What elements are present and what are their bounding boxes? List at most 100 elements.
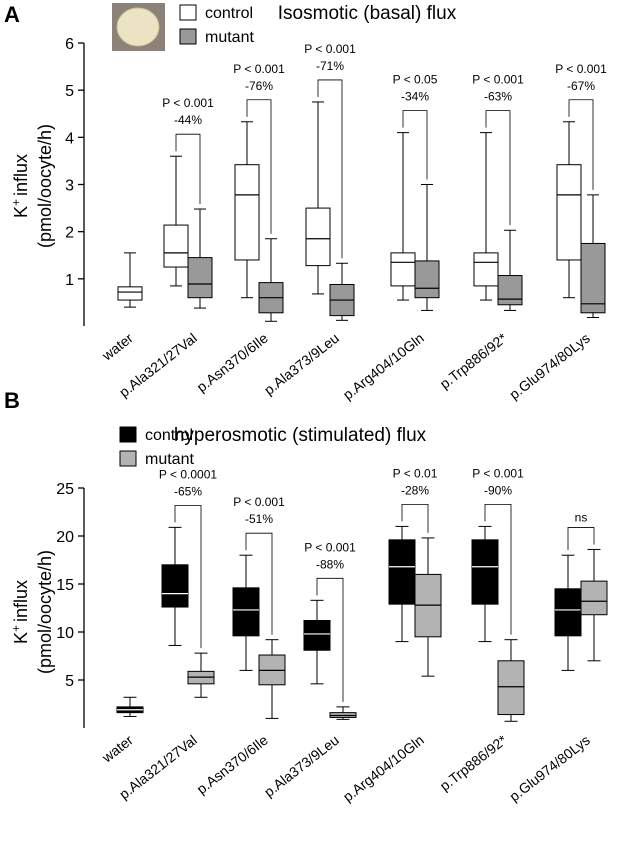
y-tick-label: 3 — [65, 178, 74, 195]
significance-bracket — [484, 504, 512, 635]
box-group — [390, 132, 416, 301]
x-tick-label: p.Trp886/92* — [437, 329, 511, 391]
box-group — [497, 229, 523, 311]
box-group — [556, 121, 582, 299]
box-group — [187, 208, 213, 309]
box-group — [414, 537, 442, 677]
significance-bracket — [246, 99, 272, 234]
box-group — [305, 101, 331, 295]
significance-bracket — [485, 110, 511, 226]
box — [556, 164, 582, 261]
percent-change: -51% — [245, 512, 273, 526]
y-tick-label: 20 — [56, 529, 74, 546]
significance-bracket — [174, 504, 202, 649]
box — [234, 164, 260, 261]
significance-bracket — [245, 532, 273, 635]
p-value: P < 0.001 — [472, 466, 524, 480]
x-tick-label: p.Asn370/6Ile — [194, 732, 271, 797]
p-value: P < 0.001 — [233, 62, 285, 76]
box — [497, 660, 525, 716]
box — [117, 286, 143, 301]
box — [305, 207, 331, 267]
p-value: ns — [575, 510, 588, 524]
y-label-sup: + — [9, 199, 23, 206]
percent-change: -34% — [401, 90, 429, 104]
significance-bracket — [316, 577, 344, 702]
x-tick-label: p.Ala373/9Leu — [261, 330, 342, 398]
legend-swatch — [119, 450, 137, 467]
box-group — [117, 252, 143, 308]
x-tick-label: p.Asn370/6Ile — [194, 330, 271, 395]
legend-swatch — [179, 28, 197, 45]
significance-bracket — [567, 527, 595, 551]
y-label-rest: influx — [11, 580, 31, 622]
percent-change: -67% — [567, 79, 595, 93]
legend-label: control — [205, 5, 253, 22]
y-axis-label: K+ influx — [9, 154, 31, 218]
p-value: P < 0.001 — [472, 73, 524, 87]
x-tick-label: water — [98, 732, 136, 767]
box — [232, 587, 260, 637]
box-group — [497, 639, 525, 722]
box-group — [232, 554, 260, 671]
percent-change: -71% — [316, 59, 344, 73]
y-tick-label: 25 — [56, 481, 74, 498]
box-group — [473, 132, 499, 301]
percent-change: -88% — [316, 557, 344, 571]
box-group — [471, 525, 499, 643]
chart-title: hyperosmotic (stimulated) flux — [174, 425, 427, 446]
box — [187, 257, 213, 299]
y-tick-label: 5 — [65, 83, 74, 100]
p-value: P < 0.001 — [233, 495, 285, 509]
box — [473, 252, 499, 287]
percent-change: -76% — [245, 79, 273, 93]
significance-bracket — [317, 79, 343, 259]
percent-change: -44% — [174, 113, 202, 127]
p-value: P < 0.001 — [304, 42, 356, 56]
box — [303, 619, 331, 651]
legend-label: mutant — [205, 29, 254, 46]
box — [554, 588, 582, 637]
percent-change: -28% — [401, 483, 429, 497]
box — [161, 564, 189, 608]
p-value: P < 0.001 — [304, 540, 356, 554]
significance-bracket — [402, 110, 428, 180]
percent-change: -90% — [484, 483, 512, 497]
y-tick-label: 4 — [65, 130, 74, 147]
x-tick-label: p.Glu974/80Lys — [506, 732, 593, 805]
box-group — [329, 706, 357, 720]
p-value: P < 0.001 — [555, 62, 607, 76]
p-value: P < 0.01 — [393, 466, 438, 480]
legend-swatch — [119, 426, 137, 443]
box-group — [234, 121, 260, 299]
panel-letter: B — [4, 388, 20, 413]
x-tick-label: water — [98, 330, 136, 365]
y-tick-label: 10 — [56, 625, 74, 642]
p-value: P < 0.05 — [393, 73, 438, 87]
y-tick-label: 15 — [56, 577, 74, 594]
significance-bracket — [568, 99, 594, 190]
y-tick-label: 6 — [65, 36, 74, 53]
box-group — [388, 525, 416, 643]
p-value: P < 0.001 — [162, 96, 214, 110]
y-label-main: K — [11, 206, 31, 218]
y-label-rest: influx — [11, 154, 31, 196]
box-group — [329, 262, 355, 321]
significance-bracket — [401, 504, 429, 533]
box-group — [116, 696, 144, 717]
y-label-sup: + — [9, 625, 23, 632]
box — [580, 580, 608, 616]
x-tick-label: p.Trp886/92* — [437, 731, 511, 793]
box-group — [580, 548, 608, 662]
box — [471, 539, 499, 605]
box-group — [414, 184, 440, 311]
box-group — [554, 554, 582, 671]
box — [580, 242, 606, 314]
oocyte-photo — [112, 3, 165, 51]
x-tick-label: p.Arg404/10Gln — [340, 732, 427, 805]
box-group — [163, 155, 189, 287]
box-group — [161, 526, 189, 646]
y-tick-label: 5 — [65, 673, 74, 690]
box — [390, 252, 416, 287]
